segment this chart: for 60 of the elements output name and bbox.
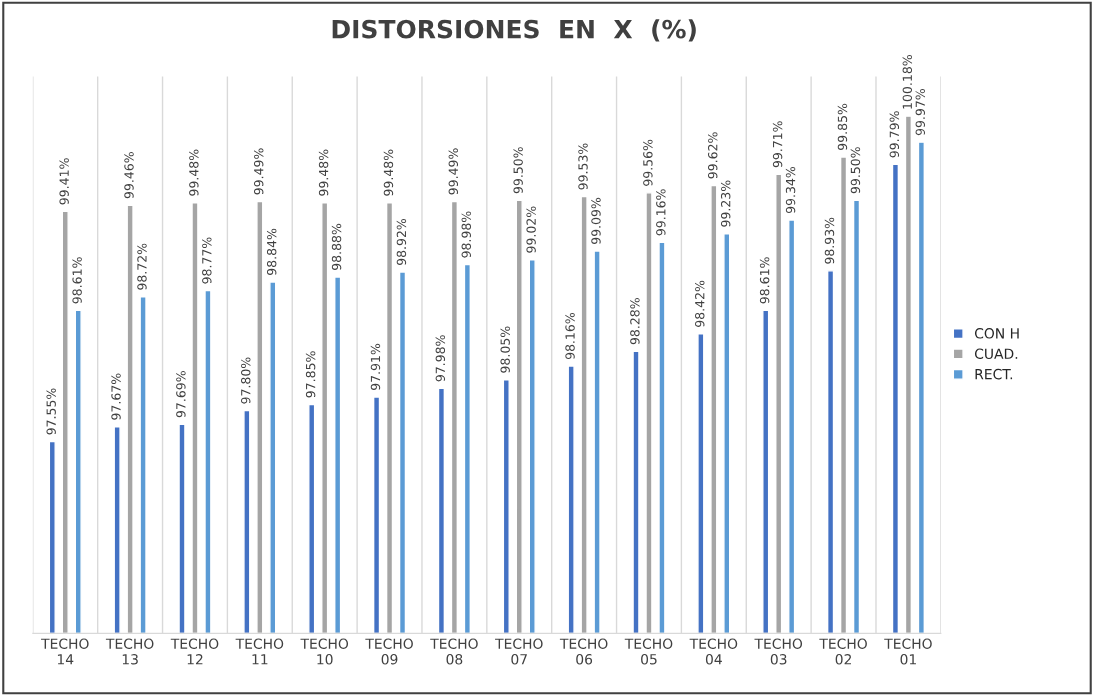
data-label: 98.92% — [396, 218, 407, 266]
x-tick-label: TECHO 09 — [365, 638, 413, 665]
legend-label: CUAD. — [974, 348, 1018, 359]
data-label: 97.98% — [435, 335, 446, 382]
data-label: 98.77% — [202, 237, 212, 284]
data-label: 98.16% — [565, 312, 575, 360]
data-label: 98.61% — [759, 257, 770, 304]
x-tick-label: TECHO 13 — [105, 638, 154, 665]
data-label: 99.41% — [59, 158, 69, 205]
data-label: 99.53% — [578, 143, 588, 190]
data-label: 99.49% — [448, 148, 459, 195]
x-tick-label: TECHO 07 — [495, 638, 543, 665]
data-label: 97.85% — [305, 351, 316, 398]
data-label: 98.88% — [331, 223, 342, 271]
data-label: 99.56% — [643, 139, 653, 186]
x-tick-label: TECHO 12 — [170, 638, 219, 665]
data-label: 99.79% — [889, 111, 900, 158]
data-label: 98.42% — [695, 280, 705, 327]
data-label: 99.48% — [318, 149, 329, 196]
data-label: 99.50% — [513, 147, 523, 194]
data-label: 98.72% — [137, 243, 147, 290]
data-label: 99.34% — [785, 166, 796, 214]
data-label: 99.97% — [915, 88, 926, 136]
x-tick-label: TECHO 05 — [624, 638, 673, 665]
x-tick-label: TECHO 02 — [819, 638, 867, 665]
data-label: 97.69% — [176, 371, 186, 418]
data-label: 99.48% — [383, 149, 394, 196]
data-label: 100.18% — [902, 55, 913, 109]
data-label: 97.91% — [370, 343, 381, 391]
data-label: 99.62% — [708, 132, 718, 179]
chart-title: DISTORSIONES EN X (%) — [332, 19, 696, 42]
data-label: 98.84% — [266, 228, 277, 275]
data-label: 97.55% — [46, 388, 56, 435]
data-label: 98.98% — [461, 211, 471, 258]
data-label: 98.05% — [500, 326, 510, 373]
x-tick-label: TECHO 03 — [754, 638, 803, 665]
data-label: 99.16% — [656, 189, 666, 236]
x-tick-label: TECHO 04 — [689, 638, 738, 665]
data-label: 99.50% — [850, 147, 861, 194]
x-tick-label: TECHO 14 — [41, 638, 89, 665]
data-label: 98.28% — [630, 298, 640, 345]
x-tick-label: TECHO 01 — [884, 638, 932, 665]
x-tick-label: TECHO 10 — [300, 638, 349, 665]
data-label: 99.49% — [254, 148, 264, 195]
data-label: 97.80% — [241, 357, 251, 404]
legend-label: CON H — [974, 328, 1019, 339]
data-label: 99.23% — [720, 180, 731, 227]
x-tick-label: TECHO 06 — [559, 638, 608, 665]
data-label: 99.71% — [772, 121, 783, 168]
data-label: 98.93% — [824, 217, 835, 264]
x-tick-label: TECHO 08 — [430, 638, 478, 665]
data-label: 99.85% — [837, 103, 848, 151]
data-label: 97.67% — [111, 373, 121, 420]
data-label: 99.09% — [591, 197, 601, 245]
x-tick-label: TECHO 11 — [235, 638, 284, 665]
legend-label: RECT. — [975, 368, 1013, 380]
data-label: 99.48% — [189, 149, 199, 196]
data-label: 99.02% — [526, 206, 536, 253]
data-label: 98.61% — [72, 257, 82, 304]
data-label: 99.46% — [124, 152, 134, 199]
